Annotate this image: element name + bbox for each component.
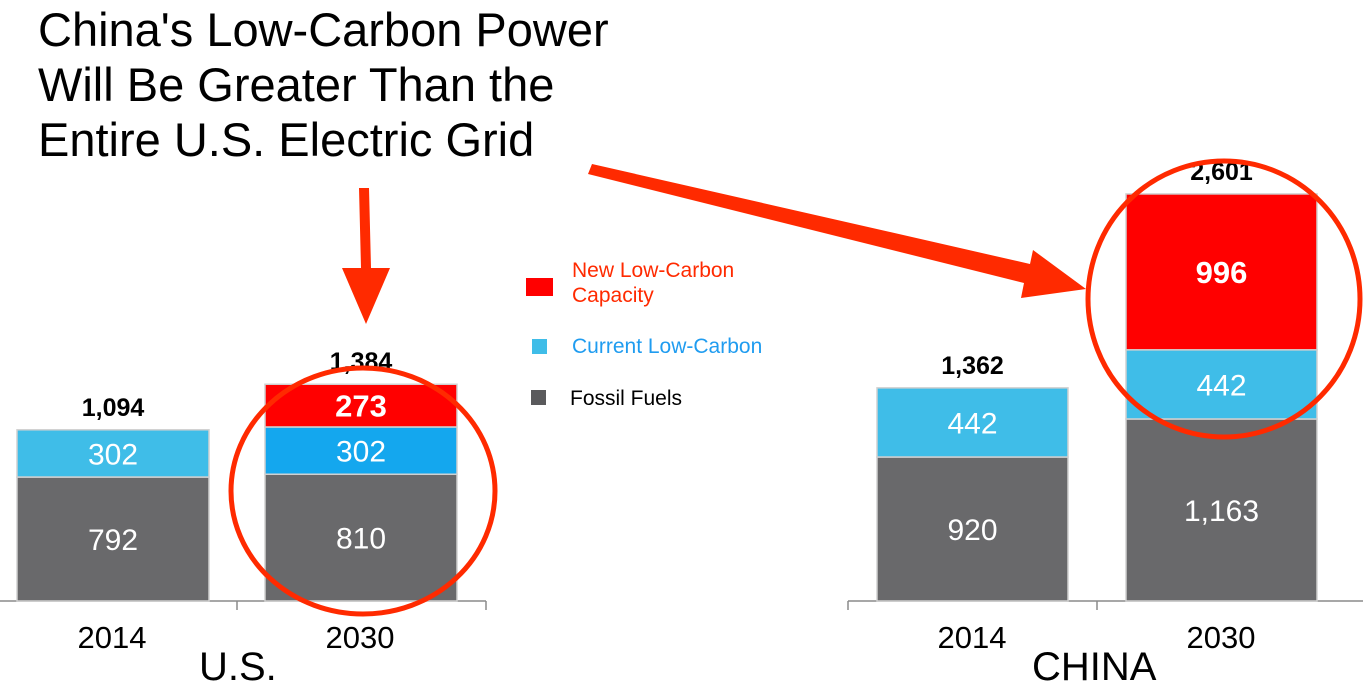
legend-item-fossil-fuels: Fossil Fuels	[526, 386, 792, 411]
bar-segment-current-low-carbon	[264, 426, 458, 475]
bar-segment-fossil-fuels	[876, 456, 1069, 602]
legend-label-new: New Low-Carbon Capacity	[572, 259, 735, 307]
data-label: 792	[88, 524, 138, 557]
data-label: 442	[947, 407, 997, 440]
legend-label-current: Current Low-Carbon	[572, 335, 763, 358]
data-label: 810	[336, 523, 386, 556]
title-line-3: Entire U.S. Electric Grid	[38, 113, 535, 166]
data-label: 920	[947, 514, 997, 547]
title-line-1: China's Low-Carbon Power	[38, 3, 609, 56]
title-line-2: Will Be Greater Than the	[38, 58, 555, 111]
data-label: 1,163	[1184, 495, 1259, 528]
data-label: 302	[336, 436, 386, 469]
region-label-china: CHINA	[1032, 645, 1157, 689]
total-label: 1,362	[941, 352, 1004, 380]
chart-title: China's Low-Carbon Power Will Be Greater…	[38, 2, 609, 167]
data-label: 302	[88, 438, 138, 471]
bar-segment-fossil-fuels	[1125, 418, 1318, 602]
data-label: 996	[1196, 255, 1248, 290]
bar-segment-new-low-carbon-capacity	[1125, 193, 1318, 351]
bar-segment-current-low-carbon	[876, 387, 1069, 458]
legend-item-current-low-carbon: Current Low-Carbon	[526, 334, 792, 359]
annotations-layer	[228, 158, 1363, 617]
data-label: 442	[1196, 369, 1246, 402]
legend: New Low-Carbon Capacity Current Low-Carb…	[526, 258, 792, 411]
data-label: 273	[335, 389, 387, 424]
x-tick-label: 2030	[1187, 620, 1256, 655]
bar-segment-current-low-carbon	[1125, 349, 1318, 420]
bar-segment-fossil-fuels	[16, 476, 210, 602]
annotation-arrow-china	[588, 164, 1086, 298]
legend-swatch-new	[526, 278, 553, 296]
annotation-circle-china	[1085, 158, 1363, 440]
bar-segment-current-low-carbon	[16, 429, 210, 478]
annotation-arrow-us	[342, 188, 390, 324]
x-tick-label: 2014	[938, 620, 1007, 655]
bars-layer: 7923021,09420148103022731,38420309204421…	[0, 158, 1363, 655]
total-label: 1,094	[82, 394, 145, 422]
legend-item-new-low-carbon: New Low-Carbon Capacity	[526, 258, 792, 308]
region-label-us: U.S.	[199, 645, 277, 689]
annotation-circle-us	[228, 365, 498, 617]
x-tick-label: 2030	[326, 620, 395, 655]
x-tick-label: 2014	[78, 620, 147, 655]
legend-swatch-fossil	[531, 390, 546, 405]
legend-swatch-current	[532, 339, 547, 354]
legend-label-fossil: Fossil Fuels	[570, 387, 683, 410]
